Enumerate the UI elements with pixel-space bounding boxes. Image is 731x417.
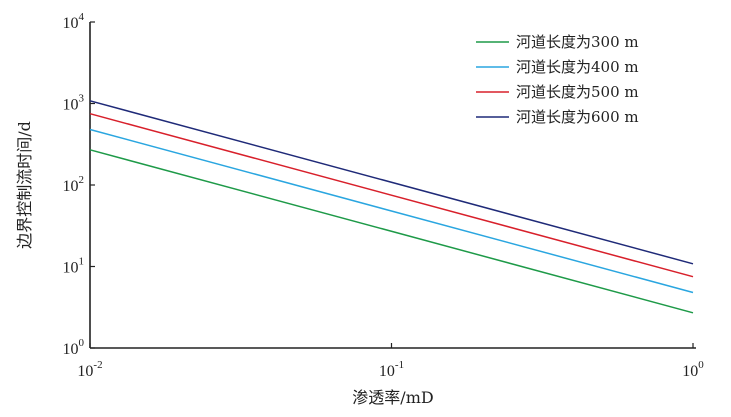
- x-tick-label: 100: [682, 359, 704, 380]
- legend-label: 河道长度为500 m: [516, 83, 639, 101]
- legend: 河道长度为300 m 河道长度为400 m 河道长度为500 m 河道长度为600 m: [476, 33, 639, 126]
- series-line-3: [89, 112, 694, 278]
- legend-label: 河道长度为600 m: [516, 108, 639, 126]
- series-line-1: [89, 149, 694, 314]
- legend-label: 河道长度为300 m: [516, 33, 639, 51]
- y-tick-label: 100: [63, 337, 85, 358]
- y-tick-label: 102: [63, 174, 85, 195]
- y-tick-label: 101: [63, 256, 85, 277]
- legend-label: 河道长度为400 m: [516, 58, 639, 76]
- x-axis-label: 渗透率/mD: [352, 388, 433, 407]
- series-line-2: [89, 128, 694, 294]
- series-layer: [89, 100, 694, 314]
- series-line-4: [89, 100, 694, 265]
- x-tick-label: 10-2: [77, 359, 102, 380]
- ticks-layer: 100 101 102 103 104 10-2 10-1 100: [63, 11, 705, 380]
- y-tick-label: 103: [63, 93, 85, 114]
- x-tick-label: 10-1: [379, 359, 404, 380]
- y-tick-label: 104: [63, 11, 85, 32]
- y-axis-label: 边界控制流时间/d: [15, 121, 34, 249]
